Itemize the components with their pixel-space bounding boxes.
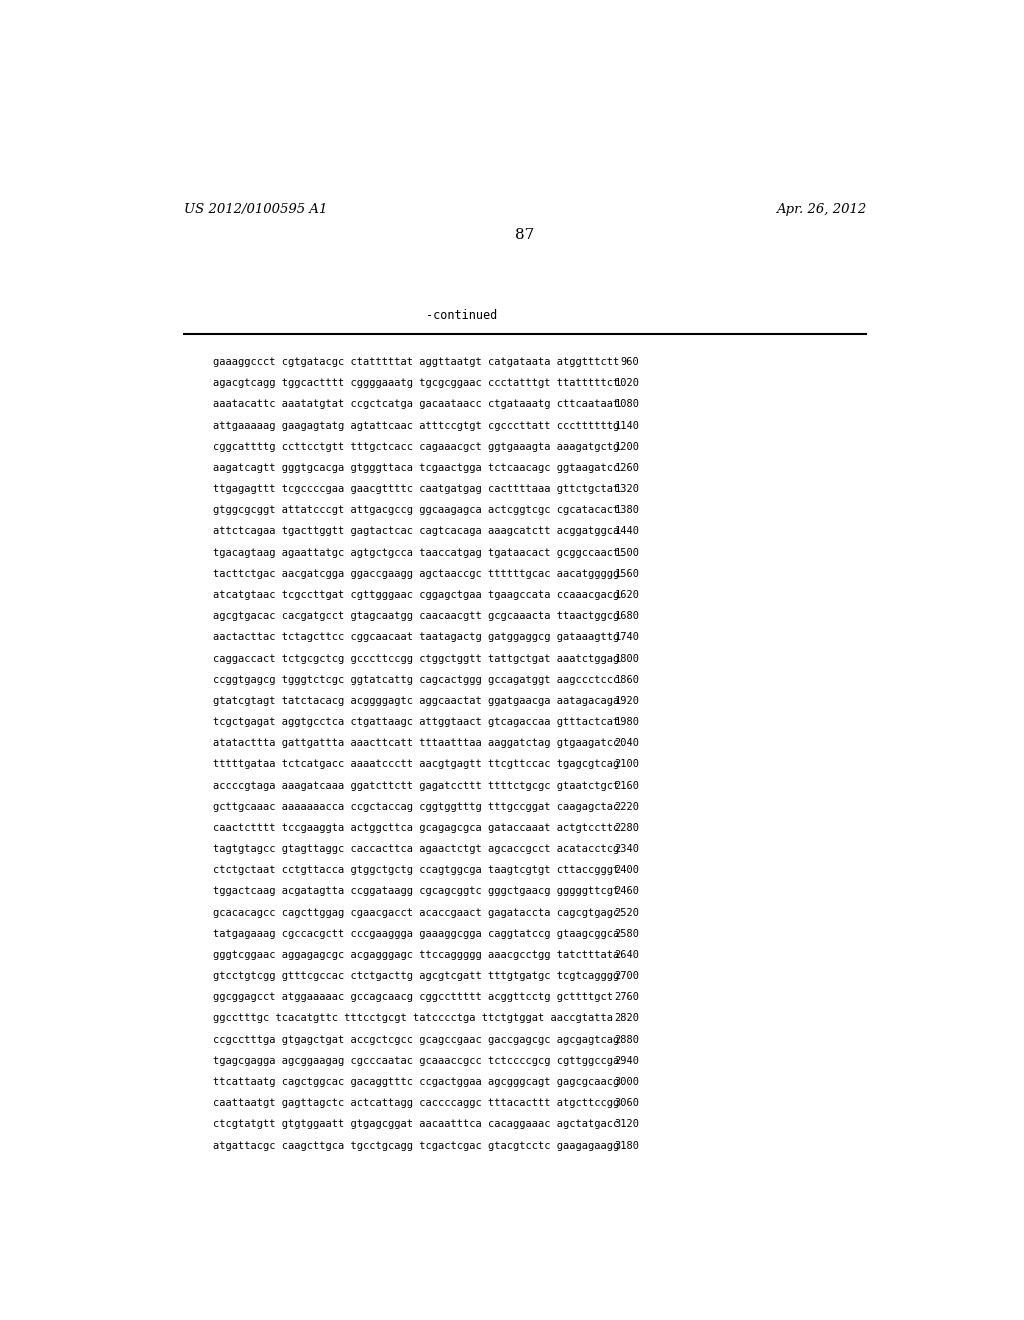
Text: 2280: 2280 [614, 822, 640, 833]
Text: 2880: 2880 [614, 1035, 640, 1044]
Text: 1440: 1440 [614, 527, 640, 536]
Text: 2400: 2400 [614, 866, 640, 875]
Text: gaaaggccct cgtgatacgc ctatttttat aggttaatgt catgataata atggtttctt: gaaaggccct cgtgatacgc ctatttttat aggttaa… [213, 358, 620, 367]
Text: tacttctgac aacgatcgga ggaccgaagg agctaaccgc ttttttgcac aacatggggg: tacttctgac aacgatcgga ggaccgaagg agctaac… [213, 569, 620, 578]
Text: 2220: 2220 [614, 801, 640, 812]
Text: 1020: 1020 [614, 379, 640, 388]
Text: agacgtcagg tggcactttt cggggaaatg tgcgcggaac ccctatttgt ttatttttct: agacgtcagg tggcactttt cggggaaatg tgcgcgg… [213, 379, 620, 388]
Text: aaatacattc aaatatgtat ccgctcatga gacaataacc ctgataaatg cttcaataat: aaatacattc aaatatgtat ccgctcatga gacaata… [213, 400, 620, 409]
Text: 1140: 1140 [614, 421, 640, 430]
Text: ccggtgagcg tgggtctcgc ggtatcattg cagcactggg gccagatggt aagccctccc: ccggtgagcg tgggtctcgc ggtatcattg cagcact… [213, 675, 620, 685]
Text: 2760: 2760 [614, 993, 640, 1002]
Text: caggaccact tctgcgctcg gcccttccgg ctggctggtt tattgctgat aaatctggag: caggaccact tctgcgctcg gcccttccgg ctggctg… [213, 653, 620, 664]
Text: -continued: -continued [426, 309, 497, 322]
Text: 1920: 1920 [614, 696, 640, 706]
Text: 960: 960 [621, 358, 640, 367]
Text: aactacttac tctagcttcc cggcaacaat taatagactg gatggaggcg gataaagttg: aactacttac tctagcttcc cggcaacaat taataga… [213, 632, 620, 643]
Text: gggtcggaac aggagagcgc acgagggagc ttccaggggg aaacgcctgg tatctttata: gggtcggaac aggagagcgc acgagggagc ttccagg… [213, 950, 620, 960]
Text: US 2012/0100595 A1: US 2012/0100595 A1 [183, 203, 328, 216]
Text: 2640: 2640 [614, 950, 640, 960]
Text: tggactcaag acgatagtta ccggataagg cgcagcggtc gggctgaacg gggggttcgt: tggactcaag acgatagtta ccggataagg cgcagcg… [213, 887, 620, 896]
Text: atgattacgc caagcttgca tgcctgcagg tcgactcgac gtacgtcctc gaagagaagg: atgattacgc caagcttgca tgcctgcagg tcgactc… [213, 1140, 620, 1151]
Text: 1200: 1200 [614, 442, 640, 451]
Text: tagtgtagcc gtagttaggc caccacttca agaactctgt agcaccgcct acatacctcg: tagtgtagcc gtagttaggc caccacttca agaactc… [213, 843, 620, 854]
Text: 87: 87 [515, 227, 535, 242]
Text: 2100: 2100 [614, 759, 640, 770]
Text: Apr. 26, 2012: Apr. 26, 2012 [775, 203, 866, 216]
Text: 1320: 1320 [614, 484, 640, 494]
Text: 1740: 1740 [614, 632, 640, 643]
Text: 3060: 3060 [614, 1098, 640, 1109]
Text: atatacttta gattgattta aaacttcatt tttaatttaa aaggatctag gtgaagatcc: atatacttta gattgattta aaacttcatt tttaatt… [213, 738, 620, 748]
Text: cggcattttg ccttcctgtt tttgctcacc cagaaacgct ggtgaaagta aaagatgctg: cggcattttg ccttcctgtt tttgctcacc cagaaac… [213, 442, 620, 451]
Text: tgacagtaag agaattatgc agtgctgcca taaccatgag tgataacact gcggccaact: tgacagtaag agaattatgc agtgctgcca taaccat… [213, 548, 620, 557]
Text: 1260: 1260 [614, 463, 640, 473]
Text: 3120: 3120 [614, 1119, 640, 1130]
Text: gtggcgcggt attatcccgt attgacgccg ggcaagagca actcggtcgc cgcatacact: gtggcgcggt attatcccgt attgacgccg ggcaaga… [213, 506, 620, 515]
Text: 1800: 1800 [614, 653, 640, 664]
Text: 2940: 2940 [614, 1056, 640, 1065]
Text: 1860: 1860 [614, 675, 640, 685]
Text: 2580: 2580 [614, 929, 640, 939]
Text: gcacacagcc cagcttggag cgaacgacct acaccgaact gagataccta cagcgtgagc: gcacacagcc cagcttggag cgaacgacct acaccga… [213, 908, 620, 917]
Text: 1980: 1980 [614, 717, 640, 727]
Text: 2340: 2340 [614, 843, 640, 854]
Text: agcgtgacac cacgatgcct gtagcaatgg caacaacgtt gcgcaaacta ttaactggcg: agcgtgacac cacgatgcct gtagcaatgg caacaac… [213, 611, 620, 622]
Text: ctcgtatgtt gtgtggaatt gtgagcggat aacaatttca cacaggaaac agctatgacc: ctcgtatgtt gtgtggaatt gtgagcggat aacaatt… [213, 1119, 620, 1130]
Text: 1680: 1680 [614, 611, 640, 622]
Text: 2700: 2700 [614, 972, 640, 981]
Text: ttgagagttt tcgccccgaa gaacgttttc caatgatgag cacttttaaa gttctgctat: ttgagagttt tcgccccgaa gaacgttttc caatgat… [213, 484, 620, 494]
Text: caactctttt tccgaaggta actggcttca gcagagcgca gataccaaat actgtccttc: caactctttt tccgaaggta actggcttca gcagagc… [213, 822, 620, 833]
Text: gcttgcaaac aaaaaaacca ccgctaccag cggtggtttg tttgccggat caagagctac: gcttgcaaac aaaaaaacca ccgctaccag cggtggt… [213, 801, 620, 812]
Text: 2040: 2040 [614, 738, 640, 748]
Text: attgaaaaag gaagagtatg agtattcaac atttccgtgt cgcccttatt cccttttttg: attgaaaaag gaagagtatg agtattcaac atttccg… [213, 421, 620, 430]
Text: gtatcgtagt tatctacacg acggggagtc aggcaactat ggatgaacga aatagacaga: gtatcgtagt tatctacacg acggggagtc aggcaac… [213, 696, 620, 706]
Text: caattaatgt gagttagctc actcattagg caccccaggc tttacacttt atgcttccgg: caattaatgt gagttagctc actcattagg cacccca… [213, 1098, 620, 1109]
Text: aagatcagtt gggtgcacga gtgggttaca tcgaactgga tctcaacagc ggtaagatcc: aagatcagtt gggtgcacga gtgggttaca tcgaact… [213, 463, 620, 473]
Text: 3000: 3000 [614, 1077, 640, 1086]
Text: tcgctgagat aggtgcctca ctgattaagc attggtaact gtcagaccaa gtttactcat: tcgctgagat aggtgcctca ctgattaagc attggta… [213, 717, 620, 727]
Text: 2460: 2460 [614, 887, 640, 896]
Text: tgagcgagga agcggaagag cgcccaatac gcaaaccgcc tctccccgcg cgttggccga: tgagcgagga agcggaagag cgcccaatac gcaaacc… [213, 1056, 620, 1065]
Text: ccgcctttga gtgagctgat accgctcgcc gcagccgaac gaccgagcgc agcgagtcag: ccgcctttga gtgagctgat accgctcgcc gcagccg… [213, 1035, 620, 1044]
Text: ctctgctaat cctgttacca gtggctgctg ccagtggcga taagtcgtgt cttaccgggt: ctctgctaat cctgttacca gtggctgctg ccagtgg… [213, 866, 620, 875]
Text: tttttgataa tctcatgacc aaaatccctt aacgtgagtt ttcgttccac tgagcgtcag: tttttgataa tctcatgacc aaaatccctt aacgtga… [213, 759, 620, 770]
Text: ggcggagcct atggaaaaac gccagcaacg cggccttttt acggttcctg gcttttgct: ggcggagcct atggaaaaac gccagcaacg cggcctt… [213, 993, 613, 1002]
Text: gtcctgtcgg gtttcgccac ctctgacttg agcgtcgatt tttgtgatgc tcgtcagggg: gtcctgtcgg gtttcgccac ctctgacttg agcgtcg… [213, 972, 620, 981]
Text: tatgagaaag cgccacgctt cccgaaggga gaaaggcgga caggtatccg gtaagcggca: tatgagaaag cgccacgctt cccgaaggga gaaaggc… [213, 929, 620, 939]
Text: atcatgtaac tcgccttgat cgttgggaac cggagctgaa tgaagccata ccaaacgacg: atcatgtaac tcgccttgat cgttgggaac cggagct… [213, 590, 620, 601]
Text: attctcagaa tgacttggtt gagtactcac cagtcacaga aaagcatctt acggatggca: attctcagaa tgacttggtt gagtactcac cagtcac… [213, 527, 620, 536]
Text: 1500: 1500 [614, 548, 640, 557]
Text: accccgtaga aaagatcaaa ggatcttctt gagatccttt ttttctgcgc gtaatctgct: accccgtaga aaagatcaaa ggatcttctt gagatcc… [213, 780, 620, 791]
Text: 2160: 2160 [614, 780, 640, 791]
Text: 2820: 2820 [614, 1014, 640, 1023]
Text: 2520: 2520 [614, 908, 640, 917]
Text: 1620: 1620 [614, 590, 640, 601]
Text: ttcattaatg cagctggcac gacaggtttc ccgactggaa agcgggcagt gagcgcaacg: ttcattaatg cagctggcac gacaggtttc ccgactg… [213, 1077, 620, 1086]
Text: 1080: 1080 [614, 400, 640, 409]
Text: ggcctttgc tcacatgttc tttcctgcgt tatcccctga ttctgtggat aaccgtatta: ggcctttgc tcacatgttc tttcctgcgt tatcccct… [213, 1014, 613, 1023]
Text: 1380: 1380 [614, 506, 640, 515]
Text: 1560: 1560 [614, 569, 640, 578]
Text: 3180: 3180 [614, 1140, 640, 1151]
